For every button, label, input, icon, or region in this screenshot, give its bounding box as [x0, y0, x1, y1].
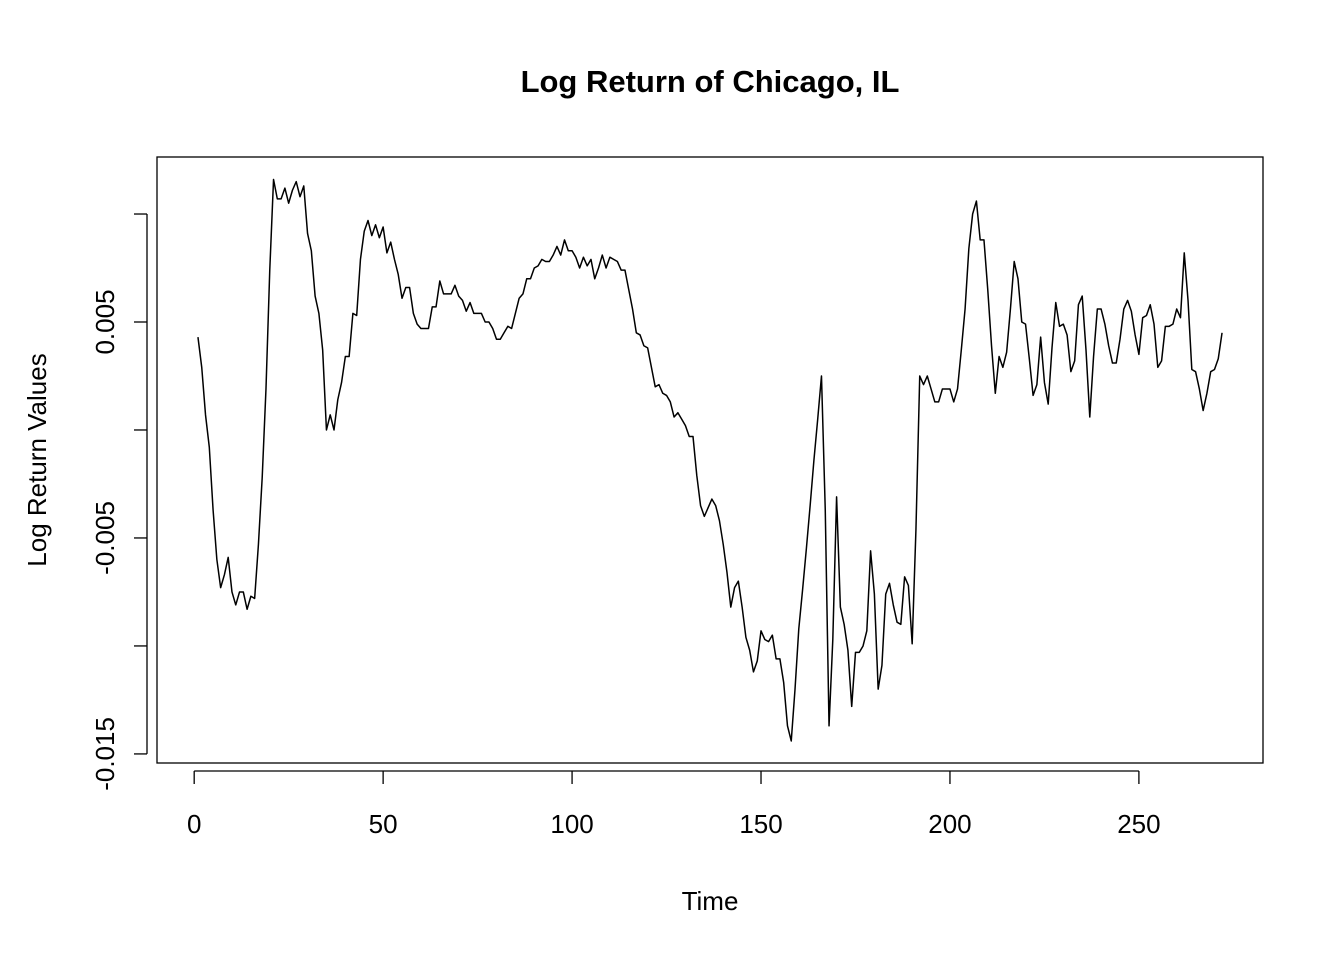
x-tick-label: 250	[1117, 809, 1160, 839]
x-tick-label: 100	[550, 809, 593, 839]
chart-title: Log Return of Chicago, IL	[521, 64, 900, 99]
y-tick-label: -0.005	[90, 501, 120, 575]
y-tick-label: -0.015	[90, 717, 120, 791]
y-axis-label: Log Return Values	[22, 353, 52, 566]
x-tick-label: 150	[739, 809, 782, 839]
data-line	[197, 178, 1223, 742]
y-tick-label: 0.005	[90, 289, 120, 354]
x-tick-label: 200	[928, 809, 971, 839]
x-tick-label: 50	[369, 809, 398, 839]
plot-box	[156, 156, 1264, 764]
x-tick-label: 0	[187, 809, 201, 839]
x-axis-label: Time	[682, 886, 739, 916]
